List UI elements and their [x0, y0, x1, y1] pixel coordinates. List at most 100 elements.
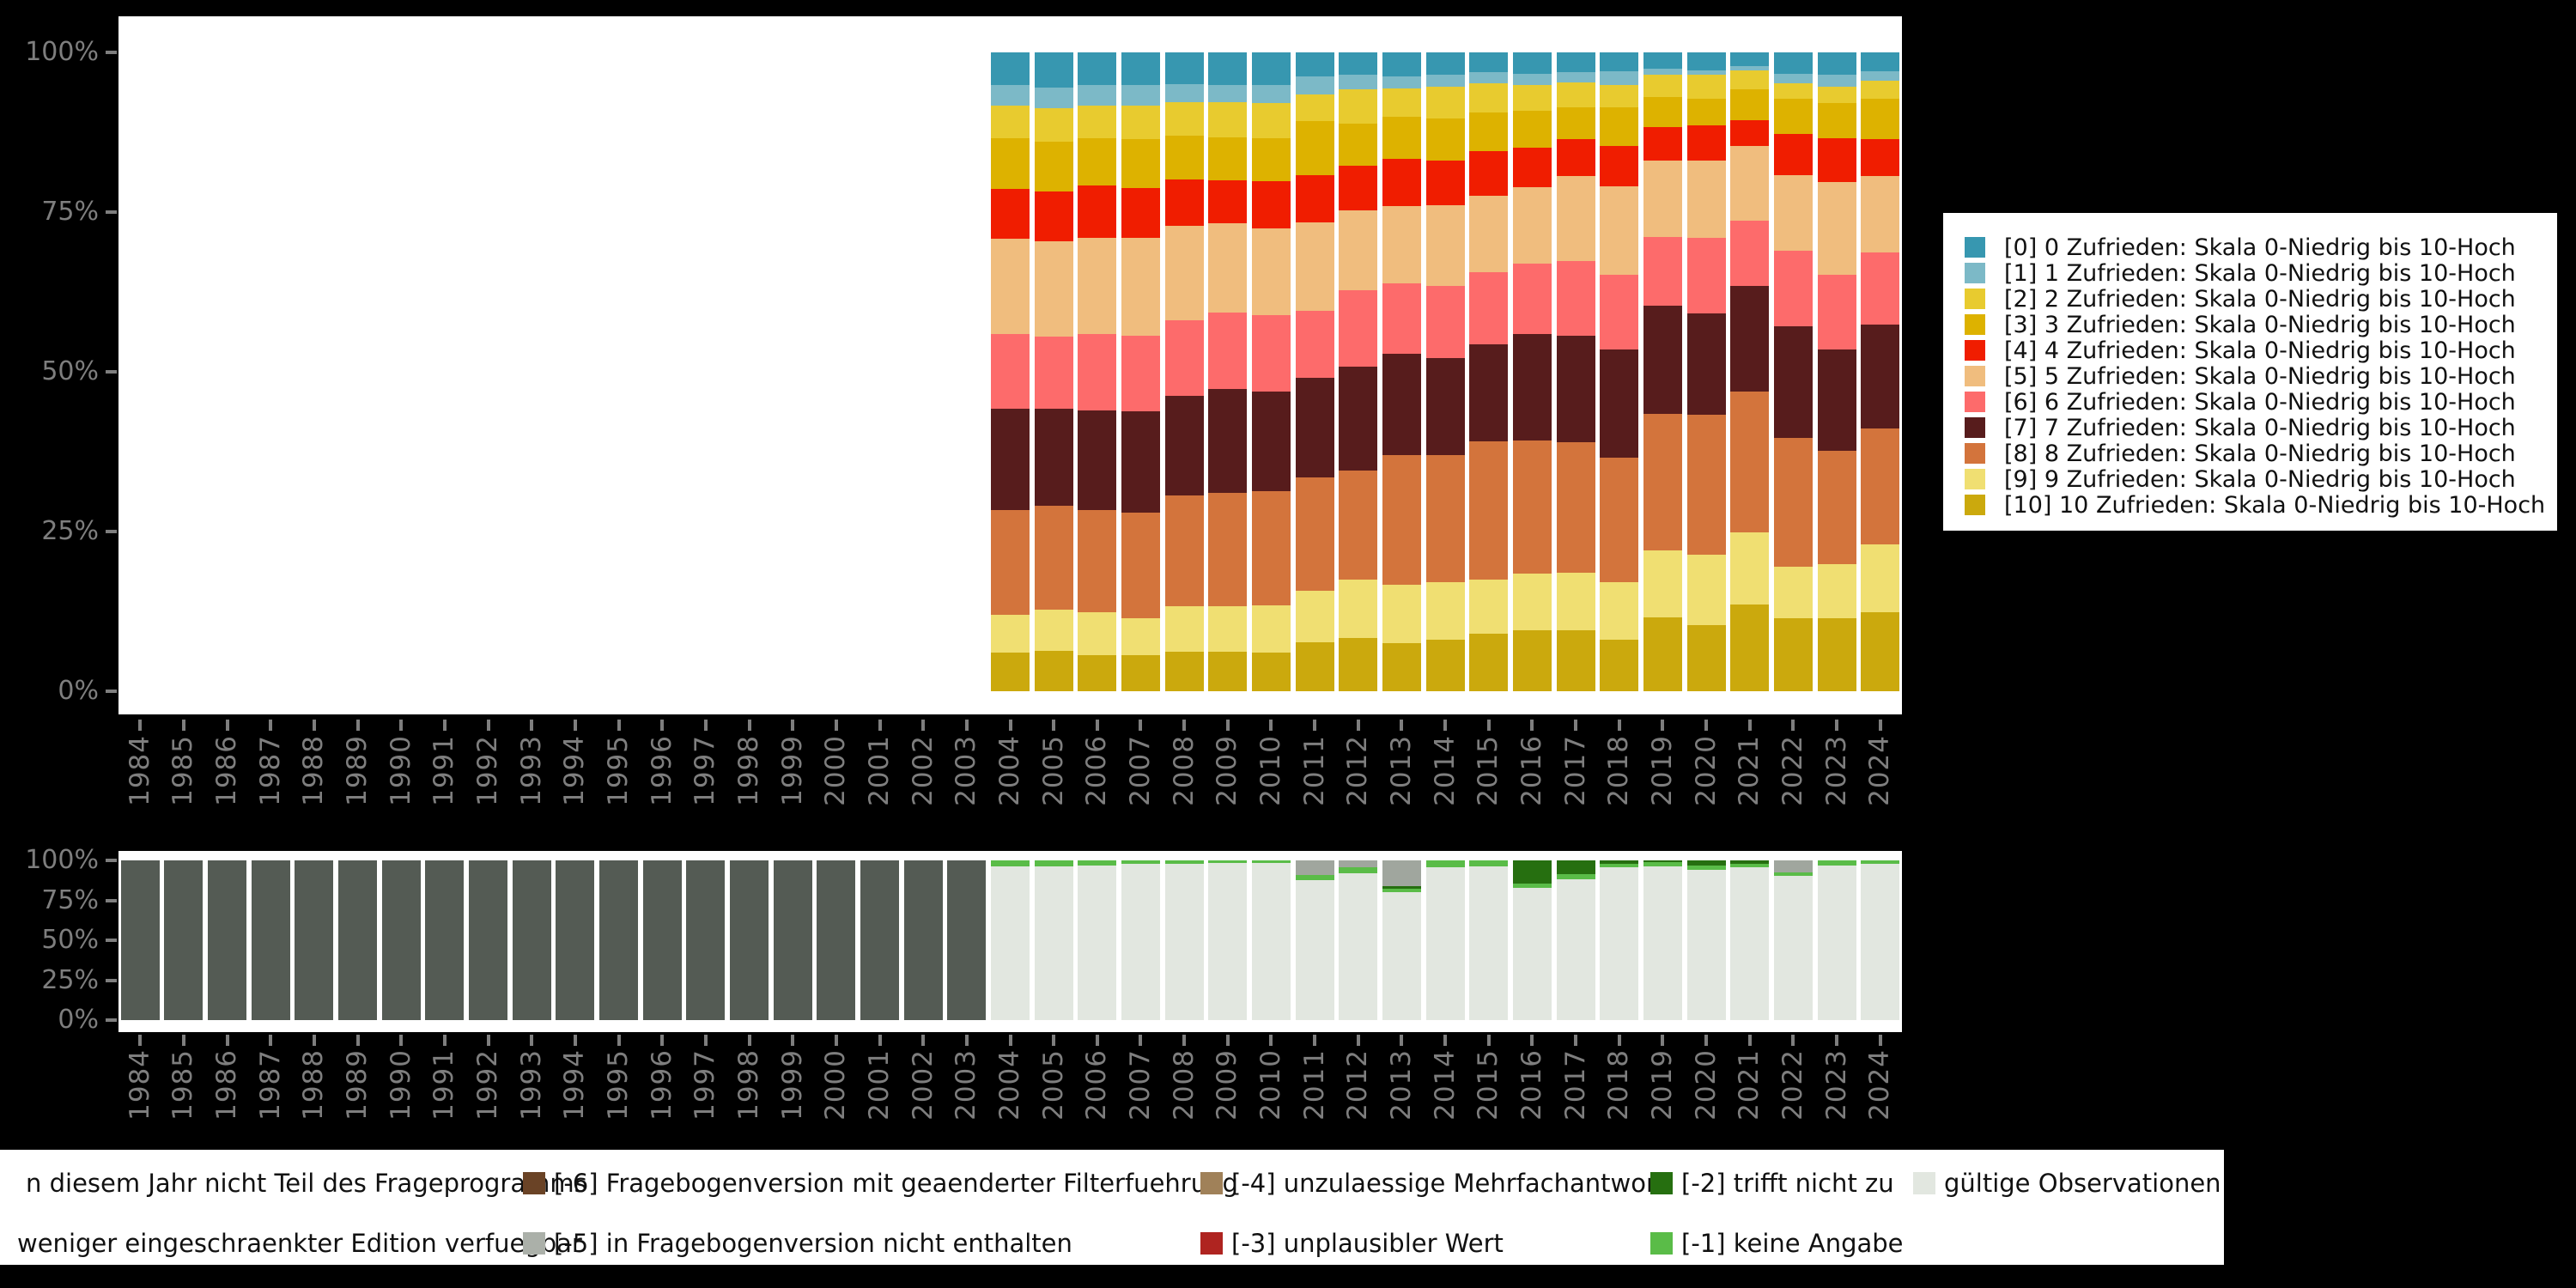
bar-segment[interactable] [1773, 326, 1813, 438]
bar-segment[interactable] [1861, 252, 1900, 325]
bar-segment[interactable] [1251, 52, 1291, 85]
bar-segment[interactable] [1773, 860, 1813, 873]
bar-segment[interactable] [1686, 313, 1726, 415]
bar-segment[interactable] [991, 106, 1030, 139]
bar-segment[interactable] [1078, 410, 1117, 510]
bar-segment[interactable] [1251, 228, 1291, 315]
bar-segment[interactable] [1034, 337, 1073, 410]
bar-segment[interactable] [1164, 84, 1204, 103]
bar-segment[interactable] [1817, 181, 1856, 275]
bar-segment[interactable] [381, 860, 421, 1020]
bar-segment[interactable] [1643, 860, 1682, 862]
bar-segment[interactable] [1600, 864, 1639, 868]
bar-segment[interactable] [1730, 145, 1770, 221]
bar-segment[interactable] [1643, 866, 1682, 1020]
bar-segment[interactable] [1643, 617, 1682, 691]
bar-segment[interactable] [1164, 860, 1204, 865]
bar-segment[interactable] [991, 866, 1030, 1020]
bar-segment[interactable] [1861, 98, 1900, 140]
bar-segment[interactable] [1773, 872, 1813, 876]
bar-segment[interactable] [1164, 651, 1204, 691]
bar-segment[interactable] [1730, 392, 1770, 533]
bar-segment[interactable] [1339, 873, 1378, 1020]
bar-segment[interactable] [903, 860, 943, 1020]
bar-segment[interactable] [1512, 84, 1552, 112]
bar-segment[interactable] [1600, 860, 1639, 865]
bar-segment[interactable] [1164, 864, 1204, 1020]
bar-segment[interactable] [991, 239, 1030, 335]
bar-segment[interactable] [1164, 102, 1204, 136]
bar-segment[interactable] [991, 409, 1030, 511]
bar-segment[interactable] [1078, 334, 1117, 410]
bar-segment[interactable] [1600, 84, 1639, 107]
bar-segment[interactable] [1295, 477, 1334, 592]
bar-segment[interactable] [1034, 87, 1073, 108]
bar-segment[interactable] [1643, 550, 1682, 618]
bar-segment[interactable] [1556, 860, 1595, 874]
bar-segment[interactable] [991, 510, 1030, 615]
bar-segment[interactable] [1600, 458, 1639, 583]
bar-segment[interactable] [1164, 396, 1204, 496]
bar-segment[interactable] [1817, 274, 1856, 349]
bar-segment[interactable] [1339, 471, 1378, 580]
bar-segment[interactable] [1773, 437, 1813, 567]
bar-segment[interactable] [991, 138, 1030, 190]
bar-segment[interactable] [1773, 83, 1813, 100]
bar-segment[interactable] [1121, 336, 1160, 412]
bar-segment[interactable] [1556, 176, 1595, 262]
bar-segment[interactable] [1382, 159, 1421, 206]
bar-segment[interactable] [1382, 52, 1421, 77]
bar-segment[interactable] [1600, 639, 1639, 691]
bar-segment[interactable] [1382, 892, 1421, 1020]
bar-segment[interactable] [1208, 860, 1248, 863]
bar-segment[interactable] [1208, 493, 1248, 606]
bar-segment[interactable] [1208, 179, 1248, 223]
bar-segment[interactable] [556, 860, 595, 1020]
bar-segment[interactable] [1339, 579, 1378, 639]
bar-segment[interactable] [1643, 236, 1682, 307]
bar-segment[interactable] [1861, 544, 1900, 612]
bar-segment[interactable] [1469, 52, 1509, 73]
bar-segment[interactable] [1425, 582, 1465, 640]
bar-segment[interactable] [1382, 584, 1421, 644]
bar-segment[interactable] [1251, 392, 1291, 492]
bar-segment[interactable] [1817, 137, 1856, 182]
bar-segment[interactable] [1295, 76, 1334, 95]
bar-segment[interactable] [1078, 509, 1117, 613]
bar-segment[interactable] [1861, 80, 1900, 99]
bar-segment[interactable] [1469, 860, 1509, 867]
bar-segment[interactable] [1164, 225, 1204, 321]
bar-segment[interactable] [1208, 222, 1248, 313]
bar-segment[interactable] [1469, 866, 1509, 1020]
bar-segment[interactable] [1121, 139, 1160, 188]
bar-segment[interactable] [1643, 127, 1682, 161]
bar-segment[interactable] [1425, 204, 1465, 287]
bar-segment[interactable] [1773, 73, 1813, 84]
bar-segment[interactable] [1556, 873, 1595, 880]
bar-segment[interactable] [1730, 605, 1770, 691]
bar-segment[interactable] [1208, 651, 1248, 691]
bar-segment[interactable] [1121, 237, 1160, 337]
bar-segment[interactable] [1208, 137, 1248, 180]
bar-segment[interactable] [1469, 579, 1509, 634]
bar-segment[interactable] [1817, 102, 1856, 138]
bar-segment[interactable] [1164, 135, 1204, 180]
bar-segment[interactable] [1817, 75, 1856, 88]
bar-segment[interactable] [1078, 238, 1117, 335]
bar-segment[interactable] [1730, 65, 1770, 70]
bar-segment[interactable] [208, 860, 247, 1020]
bar-segment[interactable] [1512, 111, 1552, 148]
bar-segment[interactable] [1730, 119, 1770, 146]
bar-segment[interactable] [1600, 52, 1639, 72]
bar-segment[interactable] [1295, 880, 1334, 1020]
bar-segment[interactable] [1382, 205, 1421, 284]
bar-segment[interactable] [1600, 867, 1639, 1020]
bar-segment[interactable] [1164, 605, 1204, 652]
bar-segment[interactable] [1382, 885, 1421, 889]
bar-segment[interactable] [1208, 102, 1248, 137]
bar-segment[interactable] [1861, 860, 1900, 865]
bar-segment[interactable] [1556, 139, 1595, 177]
bar-segment[interactable] [1512, 264, 1552, 335]
bar-segment[interactable] [1861, 175, 1900, 252]
bar-segment[interactable] [1600, 274, 1639, 349]
